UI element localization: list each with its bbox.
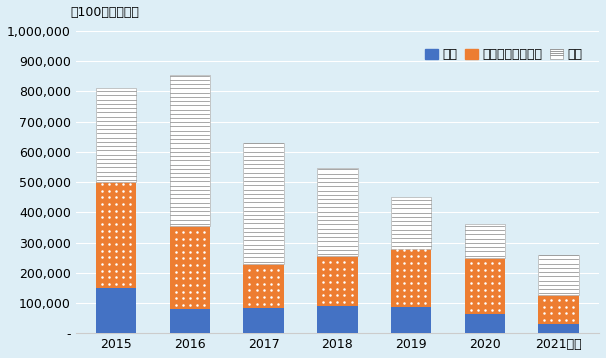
Legend: 日本, 外資（日本以外）, 内資: 日本, 外資（日本以外）, 内資: [420, 43, 588, 66]
Bar: [244, 143, 284, 264]
Bar: [317, 306, 358, 333]
Bar: [391, 248, 431, 307]
Bar: [465, 314, 505, 333]
Bar: [96, 182, 136, 288]
Bar: [317, 169, 358, 256]
Bar: [96, 288, 136, 333]
Bar: [317, 256, 358, 306]
Bar: [538, 255, 579, 295]
Bar: [244, 308, 284, 333]
Bar: [391, 197, 431, 248]
Bar: [538, 295, 579, 324]
Bar: [244, 264, 284, 308]
Bar: [465, 258, 505, 314]
Bar: [170, 75, 210, 226]
Bar: [391, 307, 431, 333]
Bar: [170, 226, 210, 309]
Bar: [538, 324, 579, 333]
Bar: [465, 224, 505, 258]
Bar: [170, 309, 210, 333]
Text: （100万バーツ）: （100万バーツ）: [70, 6, 139, 19]
Bar: [96, 88, 136, 182]
